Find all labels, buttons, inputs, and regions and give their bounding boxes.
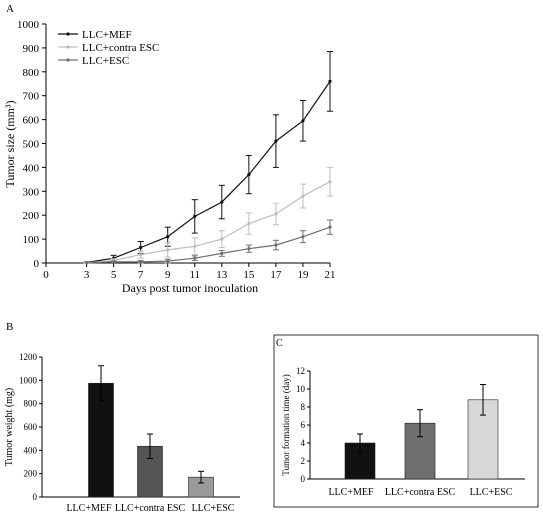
- panel-a-data-point: [328, 225, 332, 229]
- panel-a-data-point: [274, 212, 278, 216]
- panel-a-legend-marker: [66, 45, 70, 49]
- panel-a-x-axis-label: Days post tumor inoculation: [122, 281, 258, 295]
- panel-c-y-tick-label: 6: [301, 420, 306, 430]
- panel-a-data-point: [193, 244, 197, 248]
- panel-b-y-tick-label: 400: [24, 445, 38, 455]
- panel-a-data-point: [220, 251, 224, 256]
- panel-b-y-tick-label: 1200: [19, 352, 38, 362]
- panel-a-data-point: [220, 237, 224, 241]
- panel-c-y-tick-label: 10: [296, 384, 306, 394]
- panel-a-legend-label: LLC+contra ESC: [82, 42, 159, 54]
- panel-a-letter: A: [6, 3, 14, 15]
- panel-b-category-label: LLC+contra ESC: [115, 503, 186, 514]
- panel-c-frame: [273, 334, 539, 508]
- panel-a-y-axis-label: Tumor size (mm³): [3, 100, 17, 187]
- panel-a: A 0 100 200 300 400 500 600 700 800 900 1000 0 3 5 7 9…: [3, 3, 336, 295]
- panel-a-x-tick-label: 3: [84, 269, 90, 281]
- panel-a-y-tick-label: 500: [23, 139, 40, 151]
- panel-a-x-tick-label: 9: [165, 269, 171, 281]
- panel-a-data-point: [193, 214, 197, 218]
- panel-a-legend-label: LLC+MEF: [82, 29, 132, 41]
- panel-a-legend-marker: [66, 58, 70, 62]
- panel-a-data-point: [328, 180, 332, 184]
- panel-a-legend-label: LLC+ESC: [82, 55, 129, 67]
- panel-a-series-0: [83, 50, 333, 265]
- panel-a-data-point: [139, 245, 143, 250]
- panel-a-data-point: [301, 119, 305, 123]
- panel-a-y-tick-label: 800: [23, 67, 40, 79]
- panel-a-data-point: [301, 235, 305, 239]
- panel-c-bar: [467, 399, 499, 480]
- panel-a-y-tick-label: 300: [23, 186, 40, 198]
- panel-a-data-point: [220, 200, 224, 204]
- panel-c-y-tick-label: 2: [301, 456, 306, 466]
- panel-a-x-tick-label: 19: [297, 269, 309, 281]
- panel-a-series-1: [83, 166, 333, 265]
- panel-a-x-tick-label: 17: [270, 269, 282, 281]
- panel-a-data-point: [328, 79, 332, 83]
- panel-c-y-tick-label: 4: [301, 438, 306, 448]
- panel-a-series-line: [86, 81, 331, 264]
- panel-c-y-tick-label: 8: [301, 402, 306, 412]
- panel-a-x-tick-label: 21: [325, 269, 336, 281]
- panel-c-y-tick-label: 12: [296, 366, 305, 376]
- panel-b-letter: B: [6, 321, 13, 333]
- panel-b-category-label: LLC+ESC: [192, 503, 235, 514]
- panel-c-y-axis-label: Tumor formation time (day): [281, 374, 291, 475]
- panel-a-y-tick-label: 200: [23, 210, 40, 222]
- panel-b-y-tick-label: 1000: [19, 375, 38, 385]
- panel-b-y-axis-label: Tumor weight (mg): [4, 388, 15, 467]
- panel-b-y-tick-label: 0: [33, 492, 38, 502]
- panel-a-data-point: [247, 172, 251, 177]
- panel-b-y-tick-label: 800: [24, 399, 38, 409]
- panel-a-data-point: [274, 139, 278, 143]
- panel-a-x-tick-label: 13: [216, 269, 228, 281]
- panel-a-data-point: [247, 247, 251, 251]
- panel-a-data-point: [139, 253, 143, 257]
- panel-a-series-line: [86, 226, 331, 264]
- panel-c-category-label: LLC+contra ESC: [385, 487, 456, 498]
- panel-a-data-point: [166, 235, 170, 239]
- panel-a-data-point: [193, 256, 197, 260]
- panel-a-data-point: [139, 260, 143, 264]
- panel-a-x-tick-label: 5: [111, 269, 117, 281]
- panel-c-category-label: LLC+ESC: [470, 487, 513, 498]
- panel-c-letter: C: [276, 338, 283, 349]
- panel-a-x-tick-label: 0: [43, 269, 49, 281]
- panel-c-y-tick-label: 0: [301, 474, 306, 484]
- panel-b-y-tick-label: 200: [24, 469, 38, 479]
- panel-a-legend-marker: [66, 32, 70, 36]
- panel-b: B 0 200 400 600 800 1000 1200 LLC+MEF LLC+contr…: [4, 321, 240, 514]
- panel-a-series-2: [84, 219, 333, 265]
- panel-a-x-tick-label: 7: [138, 269, 144, 281]
- panel-a-data-point: [84, 261, 89, 265]
- panel-a-x-tick-label: 11: [189, 269, 200, 281]
- panel-a-data-point: [247, 221, 251, 226]
- panel-a-data-point: [274, 243, 278, 247]
- panel-a-series-line: [86, 181, 331, 264]
- panel-a-y-tick-label: 600: [23, 115, 40, 127]
- panel-a-y-tick-label: 900: [23, 43, 40, 55]
- panel-a-data-point: [166, 248, 170, 252]
- panel-a-y-tick-label: 0: [34, 258, 40, 270]
- panel-a-data-point: [112, 260, 116, 264]
- panel-b-bar: [88, 382, 114, 498]
- panel-a-y-tick-label: 400: [23, 162, 40, 174]
- panel-a-y-tick-label: 100: [23, 234, 40, 246]
- panel-a-x-tick-label: 15: [243, 269, 255, 281]
- panel-c-category-label: LLC+MEF: [328, 487, 374, 498]
- panel-c: C 0 2 4 6 8 10 12 LLC+MEF LLC+contra ESC LLC+ESC…: [273, 334, 539, 508]
- panel-b-category-label: LLC+MEF: [66, 503, 112, 514]
- panel-b-y-tick-label: 600: [24, 422, 38, 432]
- panel-a-data-point: [301, 194, 305, 198]
- panel-a-data-point: [166, 259, 170, 263]
- panel-a-y-tick-label: 1000: [17, 19, 40, 31]
- panel-a-y-tick-label: 700: [23, 91, 40, 103]
